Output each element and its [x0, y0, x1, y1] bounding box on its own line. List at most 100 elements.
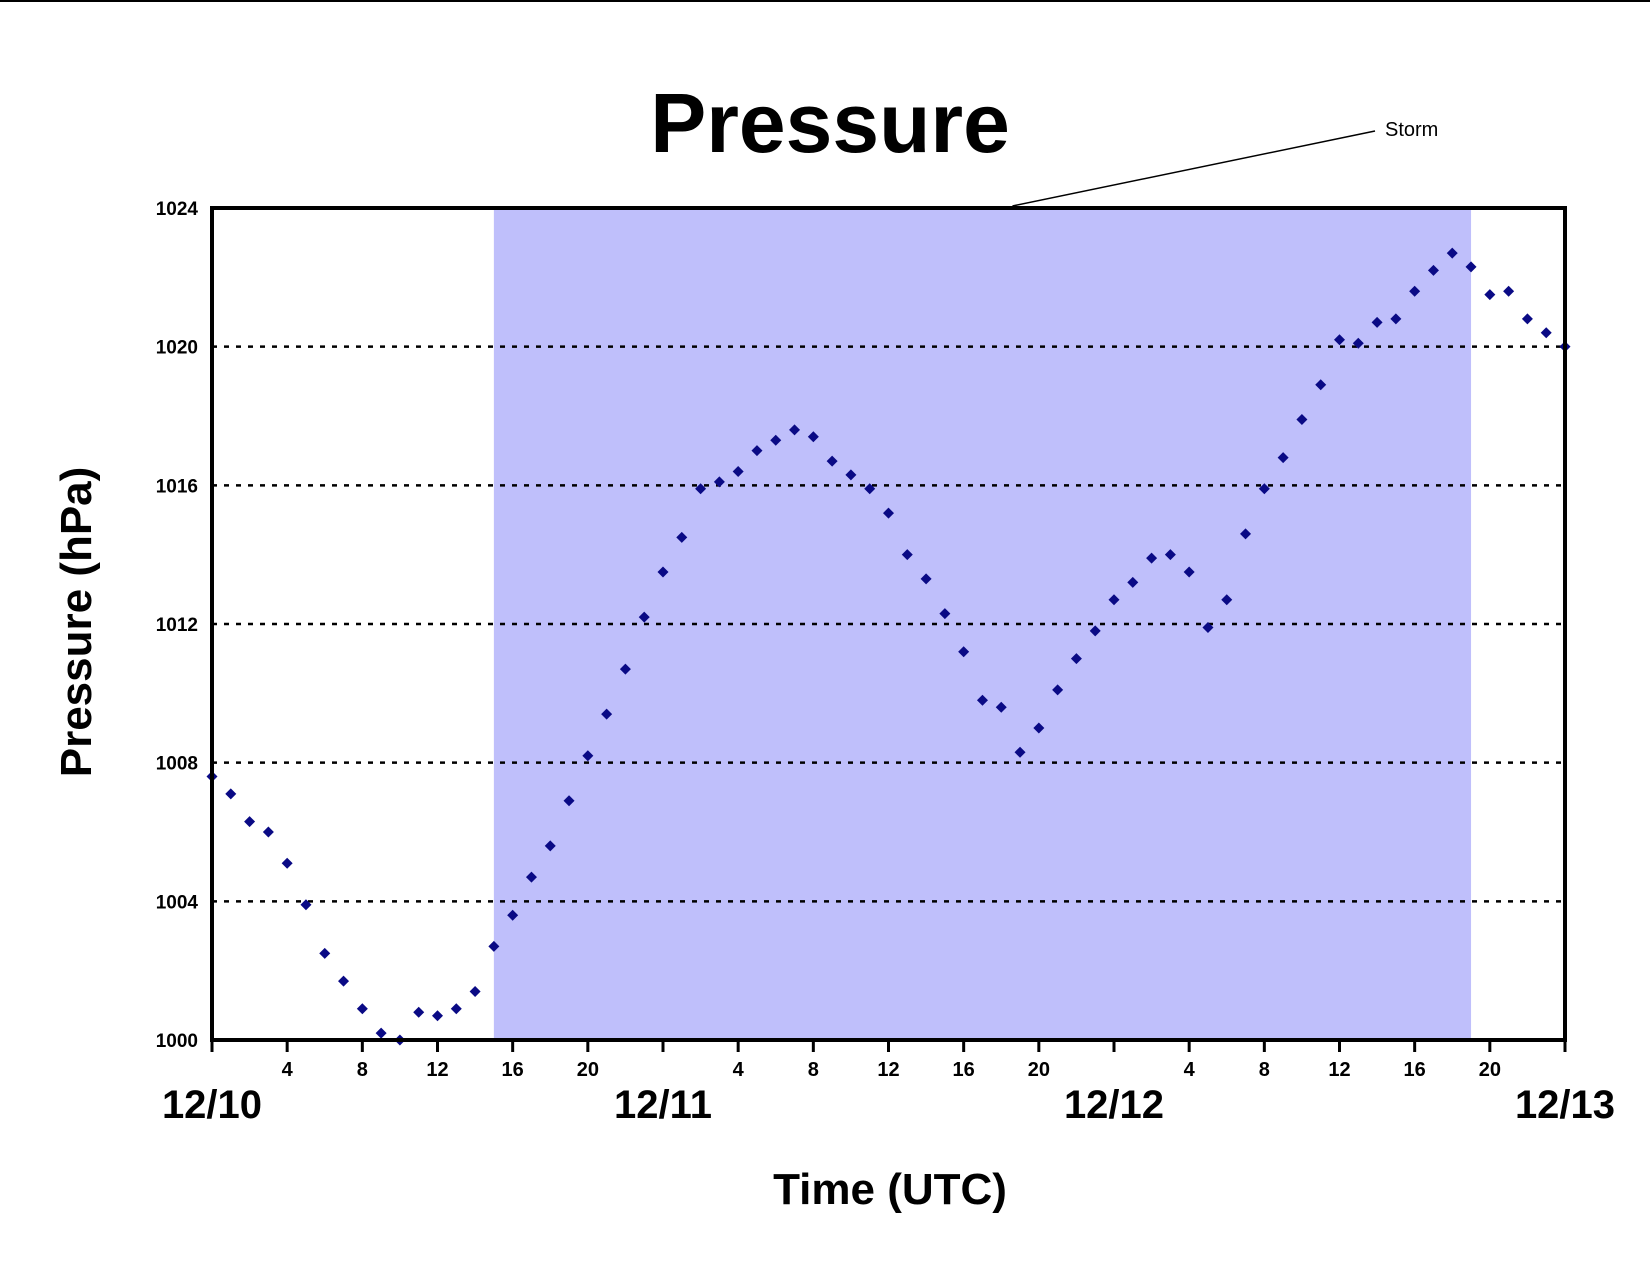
- data-point: [1033, 722, 1045, 734]
- x-tick-label: 4: [1184, 1059, 1196, 1081]
- data-point: [525, 871, 537, 883]
- data-point: [262, 826, 274, 838]
- data-points: [206, 247, 1571, 1046]
- data-point: [1409, 285, 1421, 297]
- x-tick-label: 20: [577, 1059, 599, 1081]
- x-tick-label: 4: [282, 1059, 294, 1081]
- data-point: [1146, 552, 1158, 564]
- data-point: [1221, 594, 1233, 606]
- data-point: [995, 701, 1007, 713]
- x-tick-label: 20: [1028, 1059, 1050, 1081]
- data-point: [281, 857, 293, 869]
- data-point: [751, 445, 763, 457]
- x-tick-label: 12: [426, 1059, 448, 1081]
- data-point: [883, 507, 894, 519]
- storm-annotation-leader: [1012, 130, 1376, 207]
- plot-area: [206, 206, 1571, 1046]
- x-tick-label: 20: [1479, 1059, 1501, 1081]
- x-tick-label: 16: [1404, 1059, 1426, 1081]
- data-point: [225, 788, 237, 800]
- data-point: [244, 816, 256, 828]
- data-point: [619, 663, 631, 675]
- x-tick-label: 16: [502, 1059, 524, 1081]
- data-point: [657, 566, 669, 578]
- y-axis-title: Pressure (hPa): [52, 467, 101, 778]
- data-point: [676, 531, 688, 543]
- data-point: [1108, 594, 1120, 606]
- data-point: [413, 1006, 425, 1018]
- data-point: [507, 909, 519, 921]
- data-point: [1296, 413, 1308, 425]
- x-axis-ticks: 4 8 12 16 20 4 8 12 16 20 4 8 12 16 20: [210, 1040, 1567, 1081]
- data-point: [1540, 327, 1552, 339]
- y-axis-ticks: 1000 1004 1008 1012 1016 1020 1024: [156, 199, 199, 1052]
- data-point: [1070, 653, 1082, 665]
- y-tick-label: 1012: [156, 615, 198, 636]
- data-point: [695, 483, 707, 495]
- y-tick-label: 1008: [156, 754, 198, 775]
- y-tick-label: 1004: [156, 892, 199, 913]
- x-axis-title: Time (UTC): [773, 1165, 1007, 1214]
- data-point: [1446, 247, 1458, 259]
- storm-annotation-label: Storm: [1385, 119, 1438, 141]
- data-point: [1089, 625, 1101, 637]
- data-point: [1521, 313, 1533, 325]
- data-point: [1390, 313, 1402, 325]
- data-point: [770, 434, 782, 446]
- data-point: [338, 975, 350, 987]
- x-tick-label: 8: [1259, 1059, 1270, 1081]
- data-point: [1371, 316, 1383, 328]
- x-tick-label: 12: [877, 1059, 899, 1081]
- data-point: [1164, 549, 1176, 561]
- data-point: [1277, 452, 1289, 464]
- data-point: [450, 1003, 462, 1015]
- data-point: [356, 1003, 368, 1015]
- y-tick-label: 1024: [156, 199, 199, 220]
- data-point: [807, 431, 819, 443]
- data-point: [1427, 264, 1439, 276]
- data-point: [901, 549, 913, 561]
- gridlines: [212, 345, 1565, 903]
- x-tick-label: 4: [733, 1059, 745, 1081]
- data-point: [488, 940, 500, 952]
- date-label: 12/12: [1064, 1083, 1164, 1127]
- x-tick-label: 8: [357, 1059, 368, 1081]
- data-point: [1127, 576, 1139, 588]
- data-point: [713, 476, 725, 488]
- data-point: [638, 611, 650, 623]
- data-point: [582, 750, 594, 762]
- data-point: [1183, 566, 1195, 578]
- x-tick-label: 8: [808, 1059, 819, 1081]
- data-point: [563, 795, 575, 807]
- date-label: 12/10: [162, 1083, 262, 1127]
- x-tick-label: 12: [1328, 1059, 1350, 1081]
- date-labels: 12/10 12/11 12/12 12/13: [162, 1083, 1615, 1127]
- data-point: [976, 694, 988, 706]
- date-label: 12/13: [1515, 1083, 1615, 1127]
- data-point: [958, 646, 970, 658]
- data-point: [1484, 289, 1496, 301]
- data-point: [601, 708, 613, 720]
- data-point: [1258, 483, 1270, 495]
- data-point: [1014, 746, 1026, 758]
- data-point: [375, 1027, 387, 1039]
- data-point: [1465, 261, 1477, 273]
- data-point: [1315, 379, 1327, 391]
- data-point: [864, 483, 876, 495]
- date-label: 12/11: [614, 1083, 712, 1127]
- data-point: [1052, 684, 1064, 696]
- y-tick-label: 1016: [156, 476, 198, 497]
- data-point: [544, 840, 556, 852]
- data-point: [826, 455, 838, 467]
- y-tick-label: 1000: [156, 1031, 198, 1052]
- data-point: [939, 608, 951, 620]
- data-point: [845, 469, 857, 481]
- chart-title: Pressure: [650, 76, 1010, 170]
- data-point: [432, 1010, 443, 1022]
- data-point: [789, 424, 801, 436]
- data-point: [319, 947, 331, 959]
- x-tick-label: 16: [953, 1059, 975, 1081]
- data-point: [1334, 334, 1345, 346]
